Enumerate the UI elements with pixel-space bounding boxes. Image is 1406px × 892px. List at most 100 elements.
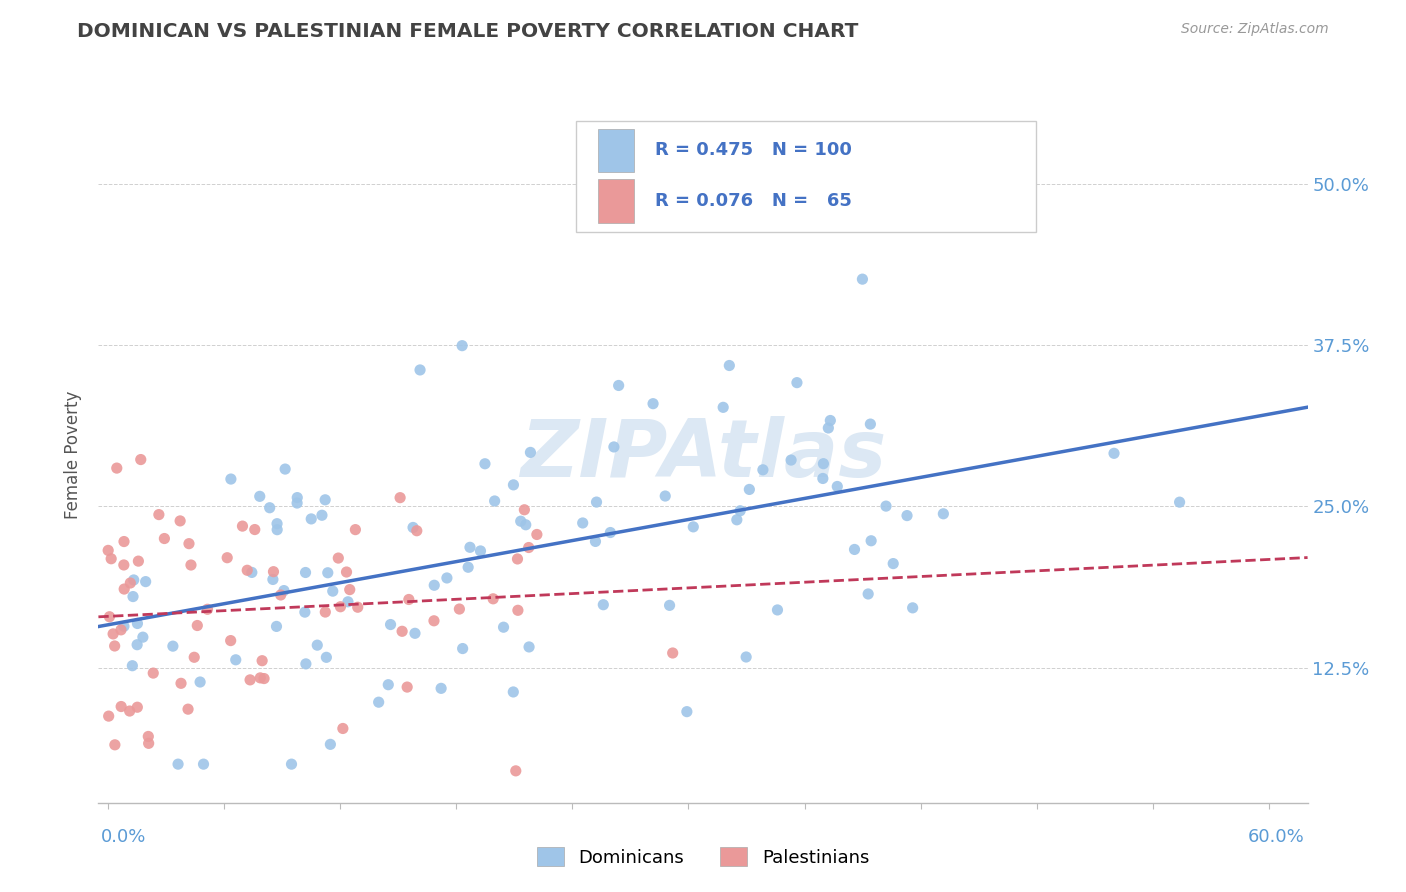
Text: 0.0%: 0.0%	[101, 828, 146, 846]
Point	[336, 595, 359, 609]
Point	[506, 552, 529, 566]
Point	[513, 502, 536, 516]
FancyBboxPatch shape	[598, 128, 634, 172]
Point	[502, 478, 524, 492]
Point	[121, 658, 143, 673]
Point	[329, 599, 352, 614]
Point	[335, 565, 357, 579]
Point	[436, 571, 458, 585]
Point	[266, 619, 288, 633]
FancyBboxPatch shape	[576, 121, 1035, 232]
Point	[817, 421, 839, 435]
Point	[122, 573, 145, 587]
Point	[136, 730, 159, 744]
Point	[294, 566, 316, 580]
Point	[402, 520, 425, 534]
Point	[236, 563, 259, 577]
Point	[180, 558, 202, 572]
Point	[307, 638, 329, 652]
Point	[344, 523, 367, 537]
Point	[250, 654, 273, 668]
Point	[389, 491, 412, 505]
Point	[860, 533, 883, 548]
Point	[820, 413, 842, 427]
Point	[396, 680, 419, 694]
Point	[127, 616, 149, 631]
Point	[249, 489, 271, 503]
Point	[502, 685, 524, 699]
Point	[1102, 446, 1125, 460]
Point	[135, 574, 157, 589]
Point	[266, 523, 288, 537]
Point	[193, 757, 215, 772]
Point	[112, 534, 135, 549]
Point	[470, 544, 492, 558]
Point	[811, 471, 834, 485]
Point	[449, 602, 471, 616]
Point	[112, 619, 135, 633]
Point	[592, 598, 614, 612]
Point	[728, 504, 751, 518]
Point	[607, 378, 630, 392]
Point	[725, 513, 748, 527]
Point	[243, 523, 266, 537]
Point	[219, 633, 242, 648]
Point	[188, 675, 211, 690]
Point	[315, 650, 337, 665]
Point	[266, 516, 288, 531]
Point	[122, 590, 145, 604]
FancyBboxPatch shape	[598, 179, 634, 222]
Point	[332, 722, 354, 736]
Point	[599, 525, 621, 540]
Point	[506, 603, 529, 617]
Point	[901, 600, 924, 615]
Point	[97, 709, 120, 723]
Text: ZIPAtlas: ZIPAtlas	[520, 416, 886, 494]
Point	[328, 551, 350, 566]
Point	[217, 550, 239, 565]
Point	[273, 583, 295, 598]
Point	[398, 592, 420, 607]
Point	[509, 514, 531, 528]
Point	[311, 508, 333, 523]
Point	[735, 650, 758, 665]
Point	[423, 614, 446, 628]
Point	[110, 699, 132, 714]
Point	[259, 500, 281, 515]
Point	[183, 650, 205, 665]
Point	[263, 565, 285, 579]
Point	[118, 704, 141, 718]
Point	[105, 461, 128, 475]
Point	[177, 702, 200, 716]
Point	[484, 494, 506, 508]
Point	[517, 640, 540, 654]
Point	[380, 617, 402, 632]
Point	[451, 339, 474, 353]
Point	[219, 472, 242, 486]
Point	[314, 605, 336, 619]
Point	[780, 453, 803, 467]
Point	[515, 517, 537, 532]
Point	[851, 272, 873, 286]
Point	[844, 542, 866, 557]
Point	[882, 557, 904, 571]
Point	[517, 541, 540, 555]
Point	[148, 508, 170, 522]
Point	[752, 463, 775, 477]
Point	[177, 536, 200, 550]
Point	[738, 483, 761, 497]
Point	[112, 582, 135, 596]
Point	[167, 757, 190, 772]
Point	[571, 516, 593, 530]
Point	[391, 624, 413, 639]
Point	[654, 489, 676, 503]
Point	[314, 492, 336, 507]
Point	[153, 532, 176, 546]
Point	[404, 626, 426, 640]
Point	[285, 496, 308, 510]
Point	[239, 673, 262, 687]
Point	[249, 671, 271, 685]
Point	[585, 495, 607, 509]
Point	[142, 666, 165, 681]
Point	[423, 578, 446, 592]
